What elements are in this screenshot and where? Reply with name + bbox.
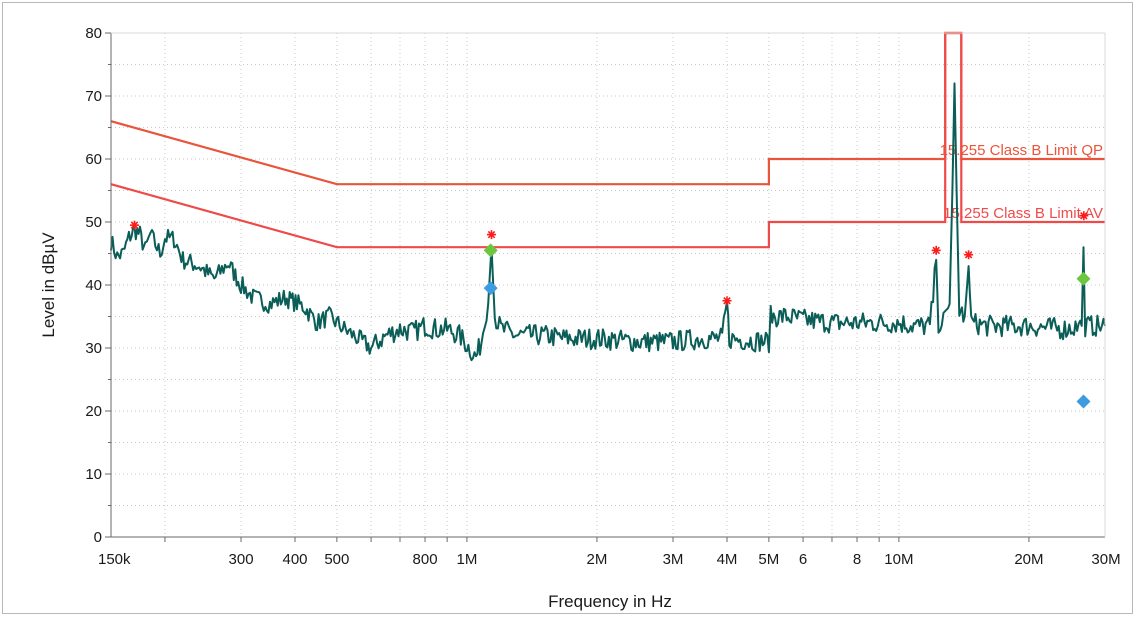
- peak-marker-stroke: [723, 297, 731, 305]
- y-tick-label: 30: [85, 340, 102, 357]
- y-tick-label: 60: [85, 151, 102, 168]
- tick-labels: 0 10 20 30 40 50 60 70 80 150k 300 400 500 800 1M 2M 3M 4…: [85, 25, 1120, 568]
- y-tick-label: 20: [85, 403, 102, 420]
- x-tick-label: 150k: [98, 551, 131, 568]
- x-tick-label: 800: [413, 551, 438, 568]
- measurement-trace: [110, 82, 1106, 362]
- qp-final-marker: [483, 243, 498, 258]
- y-tick-label: 50: [85, 214, 102, 231]
- y-tick-label: 80: [85, 25, 102, 42]
- trace-layer: [110, 82, 1106, 362]
- grid: [111, 33, 1105, 537]
- axes: [105, 32, 1106, 542]
- limit-line-av-label: 15.255 Class B Limit AV: [943, 205, 1103, 222]
- x-tick-label: 20M: [1014, 551, 1043, 568]
- x-tick-label: 6: [799, 551, 807, 568]
- peak-marker-stroke: [964, 251, 973, 259]
- y-axis-title: Level in dBµV: [39, 232, 58, 338]
- markers: [129, 211, 1091, 409]
- av-final-marker: [483, 281, 498, 296]
- x-tick-label: 2M: [587, 551, 608, 568]
- peak-marker: [931, 245, 941, 255]
- x-tick-label: 4M: [717, 551, 738, 568]
- x-tick-label: 30M: [1091, 551, 1120, 568]
- av-final-marker: [1076, 394, 1091, 409]
- limit-line-av: [110, 31, 1105, 249]
- y-tick-label: 70: [85, 88, 102, 105]
- peak-marker: [1079, 211, 1089, 221]
- x-tick-label: 5M: [758, 551, 779, 568]
- y-tick-label: 40: [85, 277, 102, 294]
- x-tick-label: 400: [282, 551, 307, 568]
- qp-final-marker: [1076, 271, 1091, 286]
- x-axis-title: Frequency in Hz: [548, 592, 672, 611]
- x-tick-label: 500: [324, 551, 349, 568]
- peak-marker: [964, 250, 974, 260]
- y-tick-label: 0: [94, 529, 102, 546]
- y-tick-label: 10: [85, 466, 102, 483]
- peak-marker: [722, 296, 732, 306]
- peak-marker: [486, 230, 496, 240]
- x-tick-label: 300: [229, 551, 254, 568]
- peak-marker-stroke: [130, 221, 139, 229]
- limit-line-qp-label: 15.255 Class B Limit QP: [940, 142, 1103, 159]
- x-tick-label: 3M: [663, 551, 684, 568]
- peak-marker: [129, 220, 139, 230]
- x-tick-label: 1M: [456, 551, 477, 568]
- x-tick-label: 8: [853, 551, 861, 568]
- x-tick-label: 10M: [884, 551, 913, 568]
- peak-marker-stroke: [487, 230, 496, 239]
- peak-marker-stroke: [932, 246, 940, 255]
- peak-marker-stroke: [1080, 211, 1088, 220]
- limit-lines: 15.255 Class B Limit QP 15.255 Class B Li…: [110, 31, 1105, 249]
